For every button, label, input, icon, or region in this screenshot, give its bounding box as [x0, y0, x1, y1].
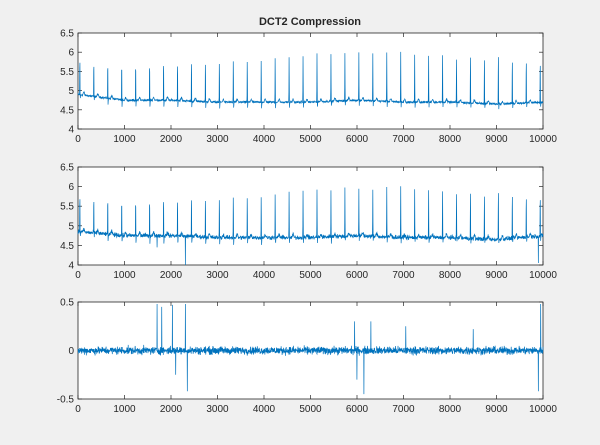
x-tick-label: 9000	[485, 270, 508, 281]
x-tick-label: 6000	[346, 134, 369, 145]
axes-2-series-line	[77, 186, 544, 266]
x-tick-label: 3000	[206, 404, 229, 415]
axes-1-ticks: 0 1000 2000 3000 4000 5000 6000 7000 8000 9000 100…	[60, 29, 557, 146]
y-tick-label: 5.5	[60, 202, 74, 213]
x-tick-label: 0	[75, 270, 81, 281]
y-tick-label: -0.5	[57, 395, 75, 406]
y-tick-label: 4	[68, 125, 74, 136]
y-tick-label: 4	[68, 261, 74, 272]
x-tick-label: 1000	[113, 134, 136, 145]
x-tick-label: 2000	[160, 134, 183, 145]
x-tick-label: 6000	[346, 270, 369, 281]
axes-2: 0 1000 2000 3000 4000 5000 6000 7000 8000 9000 100…	[60, 163, 557, 282]
x-tick-label: 1000	[113, 404, 136, 415]
axes-1-plot-area	[77, 32, 544, 130]
x-tick-label: 4000	[253, 270, 276, 281]
x-tick-label: 8000	[439, 404, 462, 415]
x-tick-label: 7000	[392, 270, 415, 281]
x-tick-label: 5000	[299, 134, 322, 145]
y-tick-label: 5.5	[60, 67, 74, 78]
x-tick-label: 7000	[392, 134, 415, 145]
y-tick-label: 6.5	[60, 163, 74, 174]
y-tick-label: 6.5	[60, 29, 74, 40]
x-tick-label: 5000	[299, 270, 322, 281]
x-tick-label: 3000	[206, 134, 229, 145]
x-tick-label: 1000	[113, 270, 136, 281]
x-tick-label: 5000	[299, 404, 322, 415]
axes-1: DCT2 Compression 0 1000 2000 3000 4000 5000 60…	[60, 16, 557, 145]
x-tick-label: 9000	[485, 404, 508, 415]
y-tick-label: 5	[68, 86, 74, 97]
axes-2-ticks: 0 1000 2000 3000 4000 5000 6000 7000 8000 9000 100…	[60, 163, 557, 282]
x-tick-label: 10000	[529, 134, 557, 145]
axes-3: 0 1000 2000 3000 4000 5000 6000 7000 8000 9000 100…	[57, 298, 558, 416]
y-tick-label: 0.5	[60, 298, 74, 309]
y-tick-label: 5	[68, 221, 74, 232]
x-tick-label: 3000	[206, 270, 229, 281]
y-tick-label: 6	[68, 182, 74, 193]
x-tick-label: 2000	[160, 404, 183, 415]
x-tick-label: 7000	[392, 404, 415, 415]
x-tick-label: 4000	[253, 404, 276, 415]
x-tick-label: 6000	[346, 404, 369, 415]
y-tick-label: 4.5	[60, 105, 74, 116]
axes-1-series-line	[77, 51, 544, 110]
axes-3-ticks: 0 1000 2000 3000 4000 5000 6000 7000 8000 9000 100…	[57, 298, 558, 416]
y-tick-label: 0	[68, 346, 74, 357]
x-tick-label: 2000	[160, 270, 183, 281]
y-tick-label: 4.5	[60, 241, 74, 252]
x-tick-label: 8000	[439, 134, 462, 145]
y-tick-label: 6	[68, 48, 74, 59]
x-tick-label: 10000	[529, 404, 557, 415]
x-tick-label: 10000	[529, 270, 557, 281]
x-tick-label: 0	[75, 134, 81, 145]
chart-title: DCT2 Compression	[259, 16, 361, 28]
axes-2-plot-area	[77, 166, 544, 266]
x-tick-label: 9000	[485, 134, 508, 145]
x-tick-label: 4000	[253, 134, 276, 145]
axes-3-series-line	[77, 303, 544, 395]
x-tick-label: 8000	[439, 270, 462, 281]
x-tick-label: 0	[75, 404, 81, 415]
